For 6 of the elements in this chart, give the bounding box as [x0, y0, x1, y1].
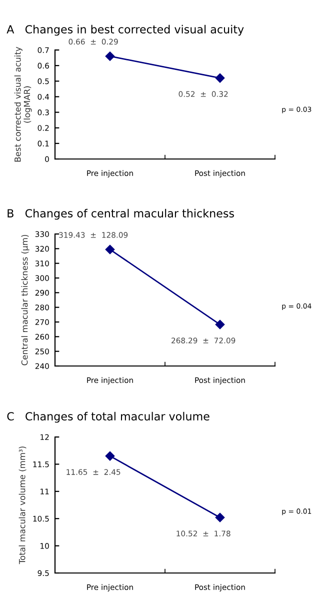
y-axis-title: Total macular volume (mm³) — [18, 446, 26, 564]
y-axis-title: Central macular thickness (μm) — [21, 234, 30, 366]
chart-title: A Changes in best corrected visual acuity — [6, 24, 244, 36]
y-axis-title: Best corrected visual acuity (logMAR) — [14, 46, 32, 162]
chart-title: B Changes of central macular thickness — [8, 208, 234, 220]
chart-title: C Changes of total macular volume — [7, 412, 210, 423]
